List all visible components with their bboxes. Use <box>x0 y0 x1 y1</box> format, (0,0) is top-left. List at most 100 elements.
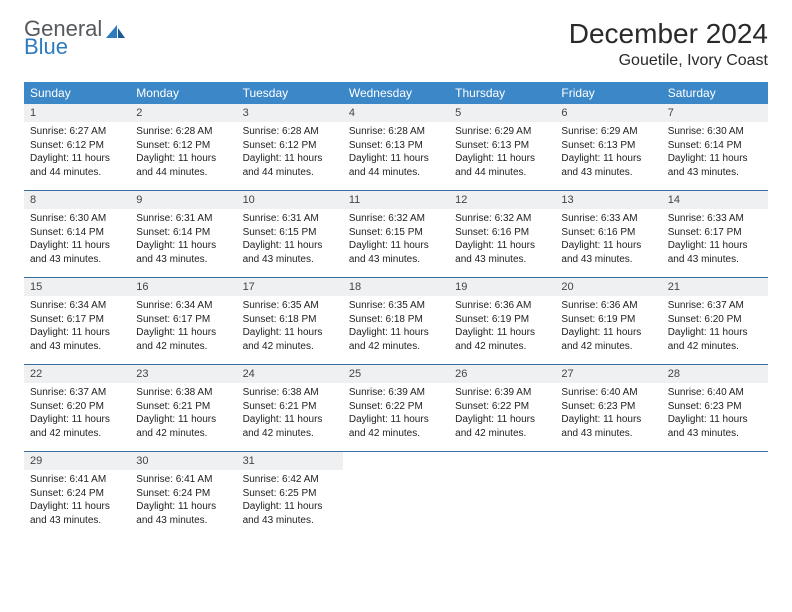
day-details: Sunrise: 6:30 AMSunset: 6:14 PMDaylight:… <box>662 122 768 185</box>
day-details: Sunrise: 6:28 AMSunset: 6:12 PMDaylight:… <box>237 122 343 185</box>
day-number: 19 <box>449 278 555 296</box>
day-cell: 13Sunrise: 6:33 AMSunset: 6:16 PMDayligh… <box>555 191 661 277</box>
week-row: 15Sunrise: 6:34 AMSunset: 6:17 PMDayligh… <box>24 278 768 365</box>
day-cell: 1Sunrise: 6:27 AMSunset: 6:12 PMDaylight… <box>24 104 130 190</box>
day-number: 17 <box>237 278 343 296</box>
day-cell: 4Sunrise: 6:28 AMSunset: 6:13 PMDaylight… <box>343 104 449 190</box>
dow-cell: Sunday <box>24 82 130 104</box>
day-cell: 21Sunrise: 6:37 AMSunset: 6:20 PMDayligh… <box>662 278 768 364</box>
day-cell: 23Sunrise: 6:38 AMSunset: 6:21 PMDayligh… <box>130 365 236 451</box>
title-block: December 2024 Gouetile, Ivory Coast <box>569 18 768 70</box>
dow-cell: Thursday <box>449 82 555 104</box>
day-number: 27 <box>555 365 661 383</box>
dow-cell: Saturday <box>662 82 768 104</box>
week-row: 1Sunrise: 6:27 AMSunset: 6:12 PMDaylight… <box>24 104 768 191</box>
page-header: GeneralBlue December 2024 Gouetile, Ivor… <box>24 18 768 70</box>
day-cell: 5Sunrise: 6:29 AMSunset: 6:13 PMDaylight… <box>449 104 555 190</box>
day-cell: 22Sunrise: 6:37 AMSunset: 6:20 PMDayligh… <box>24 365 130 451</box>
day-number: 31 <box>237 452 343 470</box>
day-details: Sunrise: 6:41 AMSunset: 6:24 PMDaylight:… <box>130 470 236 533</box>
day-number: 29 <box>24 452 130 470</box>
day-details: Sunrise: 6:32 AMSunset: 6:16 PMDaylight:… <box>449 209 555 272</box>
day-details: Sunrise: 6:28 AMSunset: 6:13 PMDaylight:… <box>343 122 449 185</box>
day-details: Sunrise: 6:36 AMSunset: 6:19 PMDaylight:… <box>555 296 661 359</box>
day-cell <box>449 452 555 538</box>
week-row: 8Sunrise: 6:30 AMSunset: 6:14 PMDaylight… <box>24 191 768 278</box>
week-row: 29Sunrise: 6:41 AMSunset: 6:24 PMDayligh… <box>24 452 768 538</box>
day-number: 22 <box>24 365 130 383</box>
day-number: 16 <box>130 278 236 296</box>
day-details: Sunrise: 6:40 AMSunset: 6:23 PMDaylight:… <box>555 383 661 446</box>
day-details: Sunrise: 6:30 AMSunset: 6:14 PMDaylight:… <box>24 209 130 272</box>
day-number: 21 <box>662 278 768 296</box>
day-number: 26 <box>449 365 555 383</box>
day-number: 10 <box>237 191 343 209</box>
day-details: Sunrise: 6:37 AMSunset: 6:20 PMDaylight:… <box>662 296 768 359</box>
day-cell: 15Sunrise: 6:34 AMSunset: 6:17 PMDayligh… <box>24 278 130 364</box>
day-cell: 19Sunrise: 6:36 AMSunset: 6:19 PMDayligh… <box>449 278 555 364</box>
day-cell: 26Sunrise: 6:39 AMSunset: 6:22 PMDayligh… <box>449 365 555 451</box>
day-cell: 10Sunrise: 6:31 AMSunset: 6:15 PMDayligh… <box>237 191 343 277</box>
day-details: Sunrise: 6:33 AMSunset: 6:17 PMDaylight:… <box>662 209 768 272</box>
day-details: Sunrise: 6:35 AMSunset: 6:18 PMDaylight:… <box>237 296 343 359</box>
day-number: 13 <box>555 191 661 209</box>
day-cell: 17Sunrise: 6:35 AMSunset: 6:18 PMDayligh… <box>237 278 343 364</box>
day-cell: 7Sunrise: 6:30 AMSunset: 6:14 PMDaylight… <box>662 104 768 190</box>
day-cell: 12Sunrise: 6:32 AMSunset: 6:16 PMDayligh… <box>449 191 555 277</box>
day-cell: 30Sunrise: 6:41 AMSunset: 6:24 PMDayligh… <box>130 452 236 538</box>
day-cell: 18Sunrise: 6:35 AMSunset: 6:18 PMDayligh… <box>343 278 449 364</box>
month-title: December 2024 <box>569 18 768 50</box>
day-cell: 11Sunrise: 6:32 AMSunset: 6:15 PMDayligh… <box>343 191 449 277</box>
day-cell: 25Sunrise: 6:39 AMSunset: 6:22 PMDayligh… <box>343 365 449 451</box>
day-cell: 3Sunrise: 6:28 AMSunset: 6:12 PMDaylight… <box>237 104 343 190</box>
location-label: Gouetile, Ivory Coast <box>569 52 768 70</box>
day-cell: 2Sunrise: 6:28 AMSunset: 6:12 PMDaylight… <box>130 104 236 190</box>
brand-logo: GeneralBlue <box>24 18 127 58</box>
day-details: Sunrise: 6:32 AMSunset: 6:15 PMDaylight:… <box>343 209 449 272</box>
day-details: Sunrise: 6:33 AMSunset: 6:16 PMDaylight:… <box>555 209 661 272</box>
day-details: Sunrise: 6:40 AMSunset: 6:23 PMDaylight:… <box>662 383 768 446</box>
calendar-grid: SundayMondayTuesdayWednesdayThursdayFrid… <box>24 82 768 538</box>
day-details: Sunrise: 6:42 AMSunset: 6:25 PMDaylight:… <box>237 470 343 533</box>
day-details: Sunrise: 6:39 AMSunset: 6:22 PMDaylight:… <box>343 383 449 446</box>
day-number: 9 <box>130 191 236 209</box>
day-cell: 29Sunrise: 6:41 AMSunset: 6:24 PMDayligh… <box>24 452 130 538</box>
day-number: 6 <box>555 104 661 122</box>
dow-cell: Monday <box>130 82 236 104</box>
day-number: 1 <box>24 104 130 122</box>
day-number: 25 <box>343 365 449 383</box>
day-number: 23 <box>130 365 236 383</box>
day-cell: 8Sunrise: 6:30 AMSunset: 6:14 PMDaylight… <box>24 191 130 277</box>
day-cell: 14Sunrise: 6:33 AMSunset: 6:17 PMDayligh… <box>662 191 768 277</box>
day-details: Sunrise: 6:39 AMSunset: 6:22 PMDaylight:… <box>449 383 555 446</box>
day-details: Sunrise: 6:31 AMSunset: 6:14 PMDaylight:… <box>130 209 236 272</box>
day-number: 3 <box>237 104 343 122</box>
day-details: Sunrise: 6:35 AMSunset: 6:18 PMDaylight:… <box>343 296 449 359</box>
day-of-week-header: SundayMondayTuesdayWednesdayThursdayFrid… <box>24 82 768 104</box>
day-details: Sunrise: 6:37 AMSunset: 6:20 PMDaylight:… <box>24 383 130 446</box>
day-number: 12 <box>449 191 555 209</box>
day-details: Sunrise: 6:38 AMSunset: 6:21 PMDaylight:… <box>130 383 236 446</box>
day-number: 15 <box>24 278 130 296</box>
day-details: Sunrise: 6:34 AMSunset: 6:17 PMDaylight:… <box>24 296 130 359</box>
day-details: Sunrise: 6:38 AMSunset: 6:21 PMDaylight:… <box>237 383 343 446</box>
day-cell: 6Sunrise: 6:29 AMSunset: 6:13 PMDaylight… <box>555 104 661 190</box>
day-details: Sunrise: 6:29 AMSunset: 6:13 PMDaylight:… <box>555 122 661 185</box>
day-number: 24 <box>237 365 343 383</box>
day-details: Sunrise: 6:36 AMSunset: 6:19 PMDaylight:… <box>449 296 555 359</box>
week-row: 22Sunrise: 6:37 AMSunset: 6:20 PMDayligh… <box>24 365 768 452</box>
day-number: 8 <box>24 191 130 209</box>
day-cell: 20Sunrise: 6:36 AMSunset: 6:19 PMDayligh… <box>555 278 661 364</box>
dow-cell: Tuesday <box>237 82 343 104</box>
day-details: Sunrise: 6:28 AMSunset: 6:12 PMDaylight:… <box>130 122 236 185</box>
day-details: Sunrise: 6:34 AMSunset: 6:17 PMDaylight:… <box>130 296 236 359</box>
day-cell: 9Sunrise: 6:31 AMSunset: 6:14 PMDaylight… <box>130 191 236 277</box>
day-number: 14 <box>662 191 768 209</box>
day-cell <box>555 452 661 538</box>
day-number: 11 <box>343 191 449 209</box>
day-cell: 24Sunrise: 6:38 AMSunset: 6:21 PMDayligh… <box>237 365 343 451</box>
day-details: Sunrise: 6:27 AMSunset: 6:12 PMDaylight:… <box>24 122 130 185</box>
day-number: 7 <box>662 104 768 122</box>
day-number: 4 <box>343 104 449 122</box>
day-cell <box>343 452 449 538</box>
